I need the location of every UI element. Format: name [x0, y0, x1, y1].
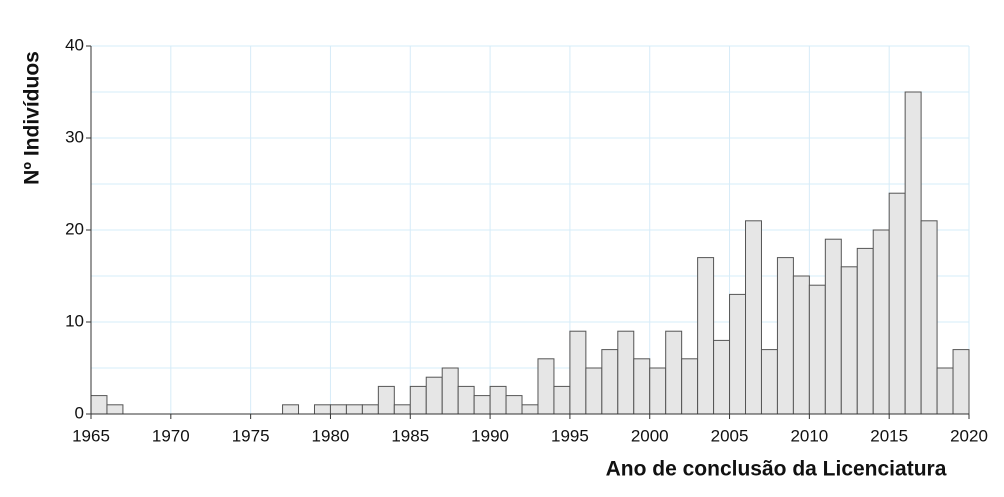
bar	[585, 367, 603, 415]
bar	[808, 284, 826, 415]
bar	[521, 404, 539, 415]
bar	[888, 192, 906, 415]
bar	[952, 349, 970, 415]
bar	[792, 275, 810, 415]
bar	[760, 349, 778, 415]
bar	[106, 404, 124, 415]
x-tick-label: 1965	[72, 426, 110, 445]
bar	[776, 257, 794, 415]
bar	[457, 385, 475, 415]
x-axis-label: Ano de conclusão da Licenciatura	[606, 458, 947, 481]
bar	[824, 238, 842, 415]
bar	[473, 395, 491, 415]
bar	[505, 395, 523, 415]
bar	[920, 220, 938, 415]
bar	[840, 266, 858, 415]
bar	[713, 339, 731, 415]
x-tick-label: 1985	[391, 426, 429, 445]
bar	[697, 257, 715, 415]
y-tick-label: 40	[65, 35, 84, 54]
y-tick-label: 20	[65, 219, 84, 238]
bar	[681, 358, 699, 415]
bar	[313, 404, 331, 415]
x-tick-label: 1975	[232, 426, 270, 445]
y-tick-label: 10	[65, 311, 84, 330]
bar	[904, 91, 922, 415]
bar	[393, 404, 411, 415]
bar	[489, 385, 507, 415]
bar	[729, 293, 747, 415]
y-tick-label: 0	[75, 403, 84, 422]
x-tick-label: 1990	[471, 426, 509, 445]
x-tick-label: 2020	[950, 426, 988, 445]
bar	[856, 247, 874, 415]
bar	[745, 220, 762, 415]
bar	[425, 376, 443, 415]
y-axis-label: Nº Indivíduos	[21, 51, 44, 185]
bar	[282, 404, 300, 415]
bar	[936, 367, 954, 415]
bar	[553, 385, 571, 415]
bar	[377, 385, 395, 415]
x-tick-label: 2015	[870, 426, 908, 445]
x-tick-label: 2000	[631, 426, 669, 445]
bar	[345, 404, 363, 415]
bar	[90, 395, 108, 415]
bar	[601, 349, 619, 415]
bar	[633, 358, 651, 415]
x-tick-label: 1995	[551, 426, 589, 445]
bar	[329, 404, 347, 415]
bar	[617, 330, 635, 415]
x-tick-label: 1980	[312, 426, 350, 445]
bar	[441, 367, 459, 415]
x-tick-label: 1970	[152, 426, 190, 445]
bar	[665, 330, 683, 415]
bar	[649, 367, 667, 415]
y-tick-label: 30	[65, 127, 84, 146]
bar	[409, 385, 427, 415]
bar	[872, 229, 890, 415]
bar	[569, 330, 587, 415]
x-tick-label: 2005	[711, 426, 749, 445]
bar	[361, 404, 379, 415]
bar	[537, 358, 555, 415]
x-tick-label: 2010	[790, 426, 828, 445]
